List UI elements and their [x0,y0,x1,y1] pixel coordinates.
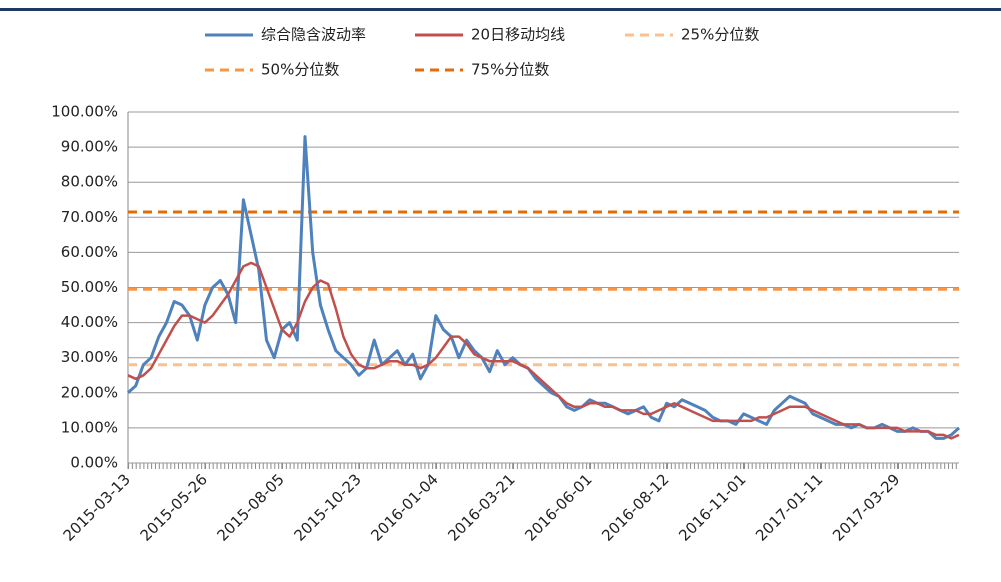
y-tick-label: 0.00% [70,454,118,472]
y-tick-label: 80.00% [61,173,118,191]
legend-label: 综合隐含波动率 [261,26,366,44]
x-tick-label: 2016-11-01 [675,470,749,544]
y-tick-label: 100.00% [51,103,118,121]
x-tick-label: 2017-01-11 [752,470,826,544]
x-tick-label: 2015-08-05 [214,470,288,544]
y-tick-label: 10.00% [61,418,118,436]
x-tick-label: 2016-06-01 [521,470,595,544]
x-tick-label: 2016-03-21 [444,470,518,544]
y-tick-label: 90.00% [61,138,118,156]
legend-label: 20日移动均线 [471,26,565,44]
x-tick-label: 2017-03-29 [829,470,903,544]
y-tick-label: 40.00% [61,313,118,331]
x-tick-label: 2015-03-13 [60,470,134,544]
y-tick-label: 30.00% [61,348,118,366]
x-tick-label: 2015-05-26 [137,470,211,544]
y-tick-label: 20.00% [61,383,118,401]
legend-label: 50%分位数 [261,61,339,79]
x-tick-label: 2016-01-04 [367,470,441,544]
legend-label: 25%分位数 [681,26,759,44]
minor-ticks [128,463,959,469]
top-rule [0,8,1001,11]
series-line [127,261,960,440]
x-tick-label: 2016-08-12 [598,470,672,544]
series-line [126,135,961,440]
y-tick-label: 50.00% [61,278,118,296]
x-tick-label: 2015-10-23 [290,470,364,544]
y-tick-label: 70.00% [61,208,118,226]
y-tick-label: 60.00% [61,243,118,261]
legend-label: 75%分位数 [471,61,549,79]
